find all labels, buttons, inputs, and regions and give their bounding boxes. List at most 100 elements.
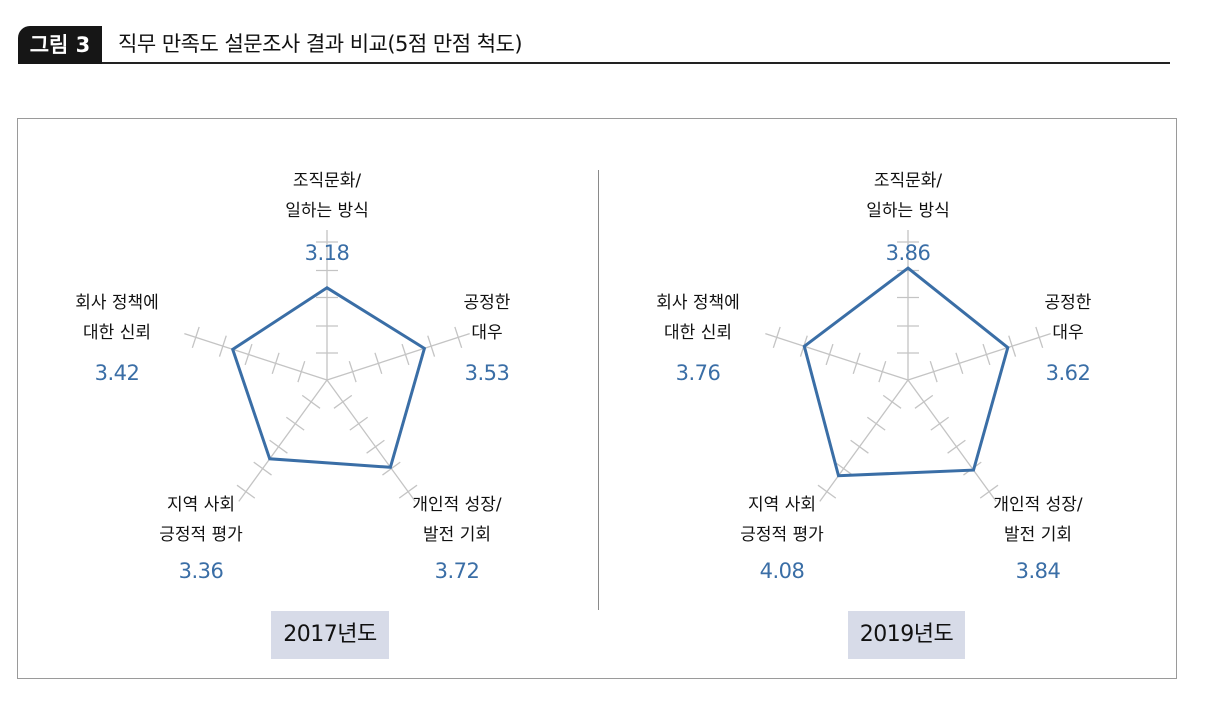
axis-line-fair-treatment xyxy=(907,333,1051,381)
axis-label-line: 일하는 방식 xyxy=(285,201,369,221)
axis-group xyxy=(765,230,1051,502)
axis-label-line: 공정한 xyxy=(464,293,511,313)
axis-line-community xyxy=(819,379,909,502)
figure-header: 그림 3 직무 만족도 설문조사 결과 비교(5점 만점 척도) xyxy=(18,26,1170,66)
axis-tick-growth-5 xyxy=(398,484,418,499)
axis-label-line: 공정한 xyxy=(1045,293,1092,313)
axis-tick-fair-treatment-1 xyxy=(348,360,357,383)
axis-tick-growth-3 xyxy=(947,439,966,454)
axis-label-line: 긍정적 평가 xyxy=(159,525,243,545)
axis-label-culture: 조직문화/일하는 방식 xyxy=(866,171,950,221)
axis-tick-community-4 xyxy=(253,461,272,476)
axis-tick-community-4 xyxy=(834,461,853,476)
axis-tick-policy-trust-3 xyxy=(244,343,253,366)
axis-tick-policy-trust-2 xyxy=(852,352,861,374)
axis-line-growth xyxy=(907,379,997,502)
axis-tick-policy-trust-4 xyxy=(218,335,227,357)
axis-tick-community-5 xyxy=(817,484,837,499)
axis-tick-fair-treatment-2 xyxy=(955,352,964,374)
axis-tick-policy-trust-1 xyxy=(878,360,887,383)
axis-tick-fair-treatment-1 xyxy=(929,360,938,383)
axis-tick-community-1 xyxy=(882,394,902,409)
axis-label-line: 일하는 방식 xyxy=(866,201,950,221)
axis-tick-growth-2 xyxy=(930,416,950,431)
axis-line-policy-trust xyxy=(184,333,328,381)
axis-tick-fair-treatment-4 xyxy=(1008,335,1017,357)
axis-label-growth: 개인적 성장/발전 기회 xyxy=(412,495,502,545)
axis-label-line: 발전 기회 xyxy=(1004,525,1072,545)
axis-tick-policy-trust-5 xyxy=(772,326,781,349)
value-label-fair-treatment: 3.53 xyxy=(465,361,510,385)
axis-tick-policy-trust-3 xyxy=(825,343,834,366)
axis-line-community xyxy=(238,379,328,502)
chart-panel-frame xyxy=(17,118,1177,679)
value-label-culture: 3.18 xyxy=(305,241,350,265)
axis-label-line: 회사 정책에 xyxy=(75,293,159,313)
axis-label-growth: 개인적 성장/발전 기회 xyxy=(993,495,1083,545)
value-label-culture: 3.86 xyxy=(886,241,931,265)
axis-tick-fair-treatment-3 xyxy=(982,343,991,366)
axis-tick-community-3 xyxy=(269,439,288,454)
value-label-community: 3.36 xyxy=(179,559,224,583)
value-label-policy-trust: 3.76 xyxy=(676,361,721,385)
axis-tick-growth-4 xyxy=(963,461,982,476)
axis-label-line: 조직문화/ xyxy=(293,171,362,191)
axis-label-line: 대한 신뢰 xyxy=(83,323,151,343)
axis-label-line: 지역 사회 xyxy=(748,495,816,515)
data-polygon xyxy=(230,286,427,469)
axis-tick-policy-trust-5 xyxy=(191,326,200,349)
axis-line-policy-trust xyxy=(765,333,909,381)
axis-tick-fair-treatment-5 xyxy=(1035,326,1044,349)
axis-line-fair-treatment xyxy=(326,333,470,381)
axis-tick-growth-1 xyxy=(914,394,934,409)
axis-tick-fair-treatment-5 xyxy=(454,326,463,349)
axis-tick-community-2 xyxy=(866,416,886,431)
axis-label-line: 대우 xyxy=(471,323,502,343)
axis-tick-community-3 xyxy=(850,439,869,454)
axis-label-line: 회사 정책에 xyxy=(656,293,740,313)
panel-divider xyxy=(598,170,599,610)
value-label-growth: 3.84 xyxy=(1016,559,1061,583)
axis-tick-policy-trust-1 xyxy=(297,360,306,383)
value-label-fair-treatment: 3.62 xyxy=(1046,361,1091,385)
axis-label-line: 긍정적 평가 xyxy=(740,525,824,545)
title-underline xyxy=(102,62,1170,64)
axis-tick-growth-5 xyxy=(979,484,999,499)
axis-label-line: 개인적 성장/ xyxy=(412,495,502,515)
axis-label-line: 지역 사회 xyxy=(167,495,235,515)
axis-tick-community-2 xyxy=(285,416,305,431)
axis-label-line: 대한 신뢰 xyxy=(664,323,732,343)
axis-tick-fair-treatment-2 xyxy=(374,352,383,374)
value-label-growth: 3.72 xyxy=(435,559,480,583)
data-polygon xyxy=(802,266,1010,478)
figure-number-badge: 그림 3 xyxy=(18,26,102,64)
axis-tick-growth-3 xyxy=(366,439,385,454)
value-label-policy-trust: 3.42 xyxy=(95,361,140,385)
axis-label-line: 조직문화/ xyxy=(874,171,943,191)
axis-label-culture: 조직문화/일하는 방식 xyxy=(285,171,369,221)
axis-tick-community-5 xyxy=(236,484,256,499)
axis-tick-growth-2 xyxy=(349,416,369,431)
axis-group xyxy=(184,230,470,502)
axis-tick-policy-trust-2 xyxy=(271,352,280,374)
axis-tick-growth-1 xyxy=(333,394,353,409)
figure-title: 직무 만족도 설문조사 결과 비교(5점 만점 척도) xyxy=(118,32,523,56)
value-label-community: 4.08 xyxy=(760,559,805,583)
year-label-2017: 2017년도 xyxy=(271,611,389,659)
axis-tick-community-1 xyxy=(301,394,321,409)
axis-label-line: 발전 기회 xyxy=(423,525,491,545)
axis-tick-fair-treatment-3 xyxy=(401,343,410,366)
axis-tick-fair-treatment-4 xyxy=(427,335,436,357)
axis-line-growth xyxy=(326,379,416,502)
axis-label-line: 개인적 성장/ xyxy=(993,495,1083,515)
year-label-2019: 2019년도 xyxy=(848,611,965,659)
axis-label-line: 대우 xyxy=(1052,323,1083,343)
